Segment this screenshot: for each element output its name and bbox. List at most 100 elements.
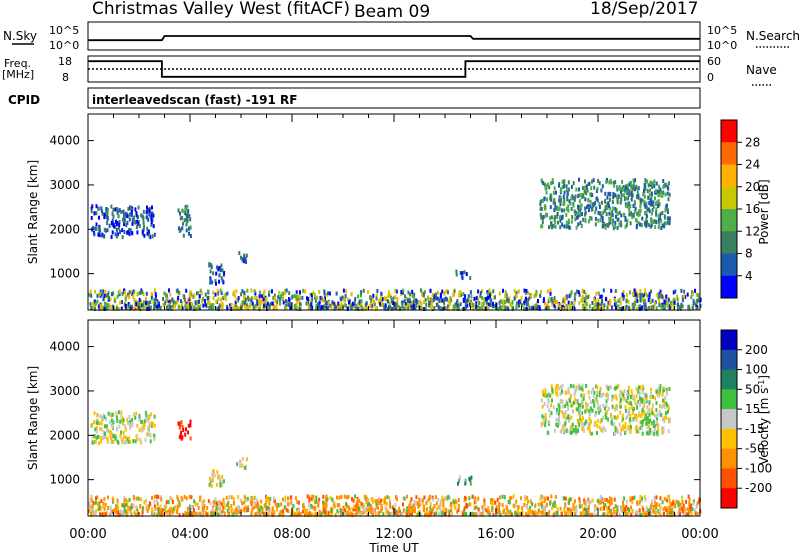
velocity-cell	[555, 384, 558, 389]
velocity-cell	[189, 507, 192, 512]
velocity-cell	[455, 500, 458, 505]
velocity-cell	[119, 433, 122, 438]
colorbar-tick-label: -200	[745, 481, 772, 495]
power-cell	[550, 197, 553, 202]
velocity-cell	[395, 509, 398, 514]
power-cell	[562, 201, 565, 206]
velocity-cell	[672, 500, 675, 505]
power-cell	[149, 211, 152, 215]
power-cell	[136, 219, 139, 224]
velocity-cell	[570, 403, 573, 408]
power-cell	[663, 224, 666, 229]
power-cell	[495, 305, 498, 310]
power-cell	[217, 291, 220, 296]
power-cell	[177, 290, 180, 295]
power-cell	[502, 299, 505, 304]
power-cell	[637, 293, 640, 298]
power-cell	[573, 294, 576, 299]
power-cell	[412, 300, 415, 305]
power-cell	[423, 307, 426, 311]
power-cell	[658, 217, 660, 222]
velocity-cell	[98, 441, 100, 446]
power-cell	[105, 302, 108, 307]
velocity-cell	[144, 437, 147, 442]
power-cell	[617, 195, 620, 200]
velocity-cell	[625, 499, 628, 504]
power-cell	[541, 216, 544, 221]
power-cell	[658, 190, 661, 195]
power-cell	[100, 292, 103, 297]
velocity-cell	[135, 433, 138, 438]
velocity-cell	[129, 505, 132, 510]
power-cell	[318, 289, 321, 294]
velocity-cell	[558, 415, 560, 420]
velocity-cell	[325, 494, 328, 499]
velocity-cell	[94, 440, 97, 444]
velocity-cell	[190, 505, 193, 510]
velocity-cell	[282, 512, 285, 517]
power-cell	[247, 297, 250, 302]
power-cell	[549, 288, 552, 293]
power-cell	[410, 304, 413, 309]
power-cell	[212, 305, 215, 310]
velocity-cell	[680, 506, 683, 511]
velocity-cell	[595, 410, 598, 415]
velocity-cell	[564, 421, 567, 426]
velocity-cell	[322, 509, 325, 514]
velocity-cell	[408, 509, 411, 514]
velocity-cell	[309, 512, 312, 517]
velocity-cell	[217, 512, 220, 517]
power-cell	[136, 215, 139, 220]
power-cell	[172, 303, 175, 308]
power-cell	[694, 288, 696, 293]
velocity-cell	[667, 509, 670, 514]
power-cell	[594, 216, 597, 221]
power-cell	[666, 208, 669, 213]
power-cell	[90, 206, 93, 211]
velocity-cell	[598, 404, 601, 409]
velocity-cell	[374, 511, 377, 516]
nsearch-tick-low: 10^0	[707, 39, 737, 52]
power-cell	[220, 297, 223, 302]
power-cell	[190, 301, 193, 306]
velocity-cell	[163, 504, 166, 509]
power-cell	[570, 290, 573, 295]
power-cell	[479, 293, 482, 298]
velocity-cell	[102, 505, 105, 510]
power-cell	[127, 230, 129, 235]
velocity-cell	[360, 501, 363, 506]
velocity-cell	[659, 512, 662, 517]
velocity-cell	[163, 508, 166, 513]
velocity-cell	[623, 496, 626, 501]
power-cell	[245, 306, 248, 311]
velocity-cell	[453, 499, 456, 504]
velocity-cell	[112, 498, 115, 503]
velocity-cell	[623, 388, 626, 393]
velocity-cell	[592, 394, 595, 399]
velocity-cell	[629, 413, 632, 418]
velocity-cell	[338, 503, 341, 508]
power-cell	[123, 302, 126, 307]
velocity-cell	[131, 421, 134, 426]
velocity-cell	[145, 506, 148, 511]
velocity-cell	[636, 501, 639, 506]
power-cell	[207, 295, 209, 300]
velocity-cell	[362, 503, 365, 508]
velocity-cell	[143, 423, 146, 428]
velocity-cell	[689, 506, 692, 511]
power-cell	[384, 303, 387, 308]
velocity-cell	[598, 425, 601, 430]
velocity-cell	[457, 498, 460, 502]
velocity-cell	[349, 507, 352, 511]
power-cell	[104, 289, 107, 294]
velocity-cell	[636, 511, 639, 515]
power-cell	[179, 216, 182, 221]
power-cell	[612, 206, 615, 211]
power-cell	[242, 259, 245, 264]
velocity-cell	[548, 510, 551, 514]
velocity-cell	[610, 412, 612, 417]
power-cell	[139, 305, 142, 310]
power-cell	[214, 279, 217, 284]
velocity-cell	[269, 496, 272, 501]
power-cell	[473, 296, 476, 301]
